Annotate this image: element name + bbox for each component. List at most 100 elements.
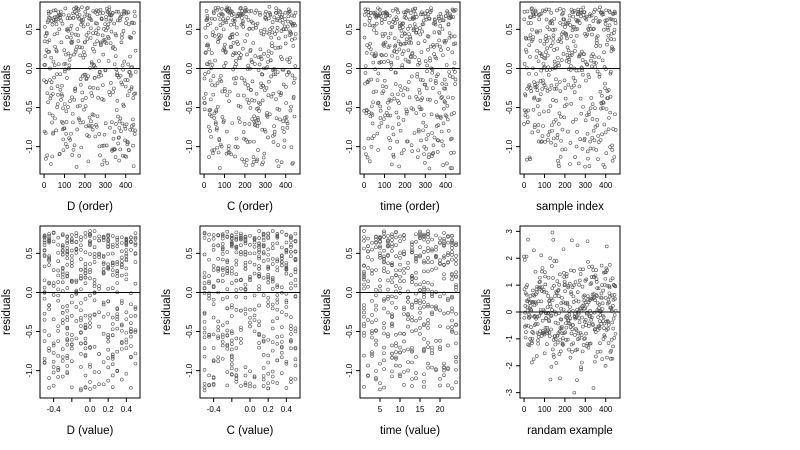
data-point [422, 113, 426, 117]
data-point [270, 20, 275, 24]
data-point [120, 35, 124, 40]
data-point [83, 341, 88, 346]
data-point [422, 384, 426, 389]
data-point [84, 96, 88, 100]
data-point [42, 311, 47, 316]
data-point [273, 32, 277, 36]
data-point [47, 385, 51, 390]
data-point [552, 119, 556, 124]
data-point [47, 259, 51, 263]
data-point [398, 234, 402, 239]
data-point [525, 283, 529, 287]
data-point [277, 108, 282, 112]
data-point [555, 279, 560, 284]
data-point [95, 21, 99, 26]
data-point [410, 318, 414, 323]
data-point [96, 95, 100, 100]
data-point [228, 89, 232, 94]
data-point [394, 350, 398, 354]
data-point [367, 23, 372, 28]
data-point [440, 95, 444, 99]
data-point [522, 287, 527, 291]
data-point [230, 303, 234, 307]
data-point [362, 271, 366, 276]
data-point [261, 339, 266, 344]
data-point [263, 129, 268, 134]
data-point [430, 260, 434, 264]
data-point [74, 336, 79, 341]
data-point [571, 14, 575, 19]
data-point [243, 307, 248, 312]
data-point [79, 341, 83, 346]
data-point [529, 15, 533, 20]
data-point [116, 141, 120, 146]
data-point [56, 354, 60, 358]
data-point [422, 346, 426, 351]
data-point [573, 155, 577, 159]
data-point [610, 143, 614, 148]
data-point [246, 101, 251, 105]
data-point [218, 17, 222, 22]
data-point [83, 313, 88, 318]
data-point [386, 35, 391, 40]
data-point [442, 361, 446, 366]
data-point [539, 52, 544, 57]
x-axis-title: sample index [536, 201, 604, 213]
data-point [293, 346, 298, 351]
data-point [553, 294, 557, 298]
data-point [257, 272, 261, 276]
data-point [584, 62, 589, 66]
data-point [47, 348, 51, 353]
data-point [72, 143, 77, 148]
data-point [278, 117, 282, 122]
data-point [450, 166, 454, 170]
data-point [92, 370, 97, 374]
data-point [234, 262, 239, 267]
data-point [88, 293, 92, 298]
data-point [233, 144, 238, 149]
data-point [268, 27, 272, 32]
data-point [568, 355, 573, 360]
data-point [281, 119, 286, 124]
data-point [216, 268, 220, 273]
data-point [370, 113, 375, 117]
data-point [400, 34, 404, 39]
data-point [221, 12, 225, 17]
data-point [223, 18, 228, 23]
data-point [214, 26, 219, 31]
data-point [224, 49, 228, 54]
data-point [406, 317, 410, 322]
data-point [122, 124, 127, 129]
data-point [253, 54, 258, 58]
data-point [83, 297, 88, 301]
data-point [450, 234, 454, 238]
data-point [97, 59, 101, 63]
data-point [560, 127, 565, 132]
data-point [381, 89, 386, 93]
data-point [365, 43, 369, 47]
data-point [452, 34, 457, 39]
data-point [207, 281, 211, 286]
x-tick-label: 300 [419, 181, 433, 190]
data-point [574, 68, 579, 73]
data-point [84, 33, 89, 37]
data-point [573, 79, 578, 83]
data-point [88, 270, 92, 274]
data-point [374, 31, 379, 35]
data-point [100, 162, 105, 167]
data-point [217, 36, 222, 41]
data-point [54, 128, 58, 133]
data-point [564, 321, 568, 326]
data-point [284, 115, 289, 119]
y-tick-label: 0.5 [505, 23, 514, 35]
data-point [370, 331, 374, 335]
data-point [534, 84, 539, 89]
data-point [56, 242, 60, 247]
data-point [120, 63, 125, 68]
data-point [374, 307, 378, 312]
data-point [51, 343, 56, 348]
data-point [581, 324, 585, 329]
data-point [446, 343, 450, 348]
data-point [566, 285, 570, 290]
data-point [601, 315, 606, 319]
